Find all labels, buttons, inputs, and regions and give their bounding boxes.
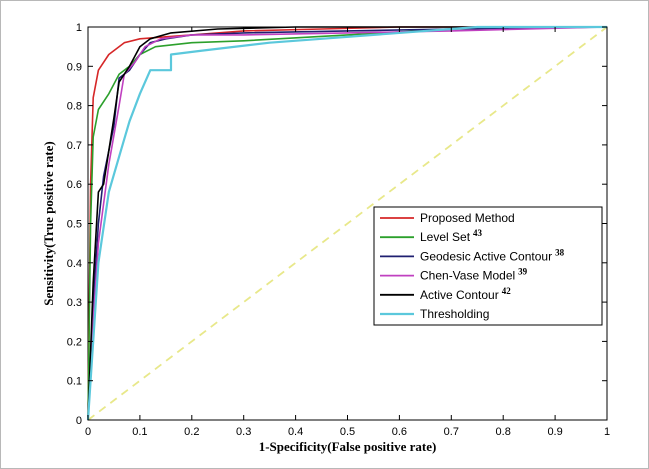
y-tick-label-1: 0.1: [67, 376, 82, 388]
y-tick-label-7: 0.7: [67, 140, 82, 152]
series-line-1: [87, 26, 608, 421]
y-axis-title: Sensitivity(True positive rate): [41, 141, 56, 305]
y-tick-label-5: 0.5: [67, 219, 82, 231]
legend-ref-2: 38: [555, 247, 565, 257]
x-tick-label-6: 0.6: [392, 426, 407, 438]
x-tick-label-3: 0.3: [236, 426, 251, 438]
legend-label-5: Thresholding: [420, 307, 489, 321]
legend-box: [373, 206, 603, 326]
series-line-0: [87, 26, 607, 421]
series-layer: [86, 25, 608, 421]
legend-ref-4: 42: [502, 286, 512, 296]
legend-label-0: Proposed Method: [420, 211, 515, 225]
y-tick-label-0: 0: [76, 415, 82, 427]
y-tick-label-8: 0.8: [67, 101, 82, 113]
x-tick-label-7: 0.7: [444, 426, 459, 438]
x-tick-label-8: 0.8: [496, 426, 511, 438]
legend-label-1: Level Set: [420, 230, 471, 244]
legend-label-3: Chen-Vase Model: [420, 269, 515, 283]
series-line-5: [86, 25, 607, 421]
ticks-layer: 0 0.1 0.2 0.3 0.4 0.5 0.6 0.7 0.8 0.9 1 0 0.1 0.2 0.3 0…: [67, 22, 610, 438]
series-line-4: [87, 26, 607, 421]
y-tick-label-10: 1: [76, 22, 82, 34]
legend: Proposed Method Level Set 43 Geodesic Activ…: [373, 206, 603, 326]
series-line-3: [87, 26, 608, 421]
legend-label-4: Active Contour: [420, 288, 499, 302]
x-tick-label-0: 0: [85, 426, 91, 438]
legend-ref-3: 39: [518, 267, 528, 277]
x-axis-title: 1-Specificity(False positive rate): [259, 439, 437, 454]
diagonal-reference-line: [87, 26, 608, 421]
y-tick-label-6: 0.6: [67, 179, 82, 191]
x-tick-label-4: 0.4: [288, 426, 303, 438]
y-tick-label-2: 0.2: [67, 336, 82, 348]
x-tick-label-5: 0.5: [340, 426, 355, 438]
x-tick-label-2: 0.2: [184, 426, 199, 438]
y-tick-label-4: 0.4: [67, 258, 82, 270]
x-tick-label-9: 0.9: [547, 426, 562, 438]
y-tick-label-9: 0.9: [67, 61, 82, 73]
legend-ref-1: 43: [473, 228, 483, 238]
legend-label-2: Geodesic Active Contour: [420, 249, 552, 263]
y-tick-label-3: 0.3: [67, 297, 82, 309]
x-tick-label-10: 1: [604, 426, 610, 438]
x-tick-label-1: 0.1: [132, 426, 147, 438]
